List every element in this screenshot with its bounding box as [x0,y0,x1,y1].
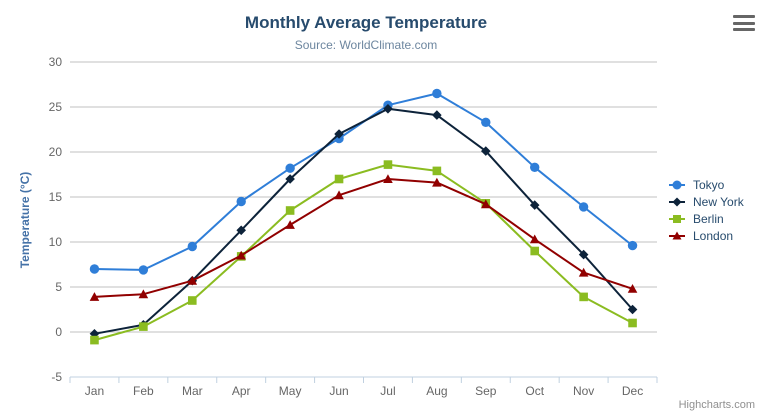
y-axis-tick-label: 30 [49,55,63,69]
x-axis-tick-label: Jan [85,384,104,398]
credits-link[interactable]: Highcharts.com [678,399,755,411]
data-point-new-york-dec[interactable] [627,304,638,315]
legend-item-new-york[interactable]: New York [668,193,744,210]
data-point-new-york-apr[interactable] [236,225,247,236]
chart-subtitle: Source: WorldClimate.com [294,38,438,52]
data-point-london-aug[interactable] [432,177,442,187]
data-point-tokyo-feb[interactable] [138,265,149,275]
data-point-tokyo-sep[interactable] [481,117,491,128]
data-point-berlin-nov[interactable] [579,292,588,302]
square-legend-marker-icon [669,214,685,223]
x-axis-tick-label: Sep [475,384,497,398]
y-axis-tick-label: 25 [49,100,63,114]
data-point-new-york-sep[interactable] [480,146,491,156]
data-point-london-oct[interactable] [529,234,540,244]
data-point-berlin-dec[interactable] [628,318,637,328]
legend-item-berlin[interactable]: Berlin [668,210,744,227]
data-point-london-nov[interactable] [578,267,589,277]
data-point-berlin-oct[interactable] [530,246,540,256]
y-axis-tick-label: 0 [55,325,62,339]
data-point-berlin-feb[interactable] [139,322,148,331]
series-line-new-york[interactable] [93,107,634,335]
data-point-london-apr[interactable] [236,250,247,260]
data-point-berlin-mar[interactable] [187,296,197,305]
legend-item-london[interactable]: London [668,227,744,244]
data-point-berlin-may[interactable] [285,206,295,215]
data-point-berlin-jan[interactable] [90,335,99,345]
data-point-london-may[interactable] [285,220,295,229]
data-point-new-york-jul[interactable] [383,104,393,114]
circle-legend-marker-icon [669,180,685,189]
data-point-london-sep[interactable] [480,199,491,209]
data-point-berlin-aug[interactable] [432,166,442,176]
x-axis-tick-label: May [279,384,302,398]
chart-title: Monthly Average Temperature [244,13,488,32]
legend-label-berlin: Berlin [693,211,724,226]
y-axis-tick-label: 5 [55,280,62,294]
data-point-tokyo-aug[interactable] [432,88,442,99]
data-point-new-york-jan[interactable] [89,329,100,339]
data-point-london-jul[interactable] [383,174,393,183]
x-axis-tick-label: Mar [182,384,203,398]
y-axis-tick-label: 10 [49,235,63,249]
legend-label-london: London [693,228,734,243]
series-tokyo[interactable] [89,88,638,275]
x-axis-tick-label: Jul [380,384,395,398]
y-axis-tick-label: -5 [51,370,62,384]
series-line-london[interactable] [93,178,634,298]
triangle-legend-marker-icon [669,231,685,239]
x-axis-tick-label: Nov [573,384,594,398]
data-point-london-dec[interactable] [627,284,638,293]
data-point-tokyo-may[interactable] [285,163,295,173]
series-line-berlin[interactable] [93,163,634,342]
y-axis-tick-label: 20 [49,145,63,159]
data-point-tokyo-nov[interactable] [578,202,589,212]
hamburger-icon [733,15,755,18]
series-london[interactable] [89,174,638,301]
data-point-london-jun[interactable] [334,190,344,200]
chart-context-menu-button[interactable] [733,15,755,31]
x-axis-tick-label: Dec [622,384,643,398]
x-axis-tick-label: Jun [329,384,348,398]
data-point-london-mar[interactable] [187,275,198,285]
series-line-tokyo[interactable] [93,92,634,271]
data-point-tokyo-dec[interactable] [627,240,638,251]
legend-label-new-york: New York [693,194,744,209]
data-point-london-jan[interactable] [89,292,100,301]
hamburger-icon [733,28,755,31]
x-axis-tick-label: Oct [525,384,544,398]
data-point-berlin-jun[interactable] [334,174,344,184]
x-axis-tick-label: Aug [426,384,447,398]
data-point-tokyo-mar[interactable] [187,241,197,252]
data-point-new-york-may[interactable] [285,174,295,184]
data-point-tokyo-jan[interactable] [89,264,100,274]
data-point-tokyo-oct[interactable] [530,162,540,172]
series-new-york[interactable] [89,104,638,339]
x-axis-tick-label: Feb [133,384,154,398]
data-point-london-feb[interactable] [138,289,149,299]
x-axis-tick-label: Apr [232,384,251,398]
hamburger-icon [733,21,755,25]
data-point-new-york-aug[interactable] [432,110,442,120]
legend: Tokyo New York Berlin London [668,176,744,244]
data-point-berlin-jul[interactable] [383,160,393,169]
data-point-tokyo-apr[interactable] [236,196,246,207]
data-point-new-york-nov[interactable] [578,249,589,260]
legend-label-tokyo: Tokyo [693,177,725,192]
y-axis-tick-label: 15 [49,190,63,204]
diamond-legend-marker-icon [669,197,685,206]
legend-item-tokyo[interactable]: Tokyo [668,176,744,193]
data-point-new-york-jun[interactable] [334,129,344,139]
data-point-new-york-oct[interactable] [529,200,540,210]
